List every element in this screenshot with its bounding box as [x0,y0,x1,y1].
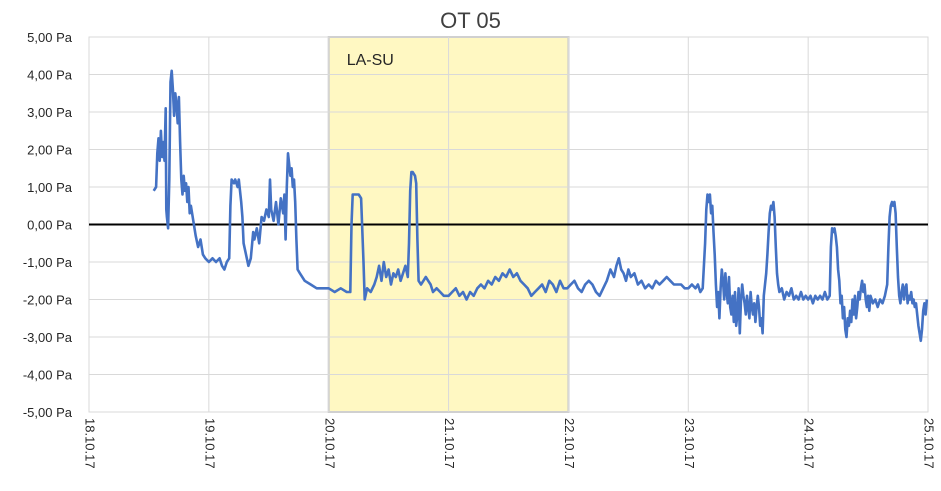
y-tick-label: -3,00 Pa [23,330,73,345]
x-tick-label: 19.10.17 [202,418,217,469]
y-tick-label: -2,00 Pa [23,293,73,308]
x-tick-label: 18.10.17 [83,418,98,469]
y-tick-label: 5,00 Pa [27,30,73,45]
y-tick-label: 1,00 Pa [27,180,73,195]
x-tick-label: 21.10.17 [442,418,457,469]
y-tick-label: 4,00 Pa [27,68,73,83]
y-tick-label: 2,00 Pa [27,143,73,158]
series-line [152,69,929,343]
y-tick-label: 0,00 Pa [27,218,73,233]
x-tick-label: 22.10.17 [562,418,577,469]
y-tick-label: -5,00 Pa [23,405,73,420]
highlight-label: LA-SU [347,52,394,69]
x-tick-label: 25.10.17 [922,418,937,469]
y-tick-label: 3,00 Pa [27,105,73,120]
x-tick-label: 20.10.17 [322,418,337,469]
y-tick-label: -1,00 Pa [23,255,73,270]
y-tick-label: -4,00 Pa [23,368,73,383]
x-tick-label: 23.10.17 [682,418,697,469]
chart-title: OT 05 [440,8,501,33]
x-tick-label: 24.10.17 [802,418,817,469]
